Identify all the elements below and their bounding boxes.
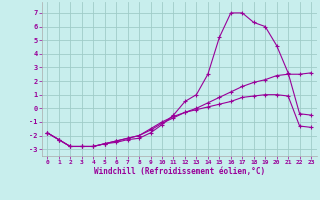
X-axis label: Windchill (Refroidissement éolien,°C): Windchill (Refroidissement éolien,°C) bbox=[94, 167, 265, 176]
